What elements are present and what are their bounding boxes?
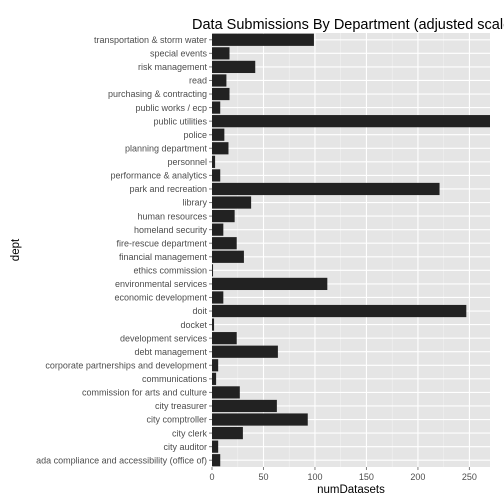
bar [212, 47, 230, 60]
bar [212, 155, 216, 168]
y-tick-label: public works / ecp [135, 103, 207, 113]
y-tick-label: transportation & storm water [94, 35, 207, 45]
bar [212, 291, 224, 304]
x-tick-label: 0 [209, 472, 214, 482]
bar [212, 250, 244, 263]
y-tick-label: ethics commission [133, 266, 207, 276]
y-tick-label: city auditor [163, 442, 207, 452]
bar [212, 426, 243, 440]
y-tick-label: communications [142, 374, 208, 384]
bar [212, 182, 440, 196]
x-tick-label: 200 [410, 472, 425, 482]
bar [212, 196, 252, 209]
y-tick-label: risk management [138, 62, 208, 72]
bar [212, 454, 221, 467]
bar [212, 440, 219, 453]
bar [212, 60, 256, 74]
y-tick-label: development services [120, 333, 208, 343]
bar [212, 304, 467, 318]
bar [212, 101, 221, 114]
y-tick-label: personnel [167, 157, 207, 167]
y-tick-label: police [183, 130, 207, 140]
bar [212, 264, 214, 277]
bar [212, 359, 219, 372]
bar [212, 237, 237, 250]
y-tick-label: fire-rescue department [116, 238, 207, 248]
y-tick-label: purchasing & contracting [108, 89, 207, 99]
bar [212, 386, 240, 399]
bar [212, 115, 490, 128]
y-tick-label: read [189, 76, 207, 86]
y-tick-label: commission for arts and culture [82, 388, 207, 398]
y-tick-label: city treasurer [155, 401, 207, 411]
bar [212, 332, 237, 345]
y-tick-label: homeland security [134, 225, 208, 235]
bar [212, 87, 230, 101]
y-tick-label: debt management [134, 347, 207, 357]
y-tick-label: ada compliance and accessibility (office… [36, 455, 207, 465]
y-tick-label: environmental services [115, 279, 208, 289]
y-tick-label: city clerk [172, 428, 208, 438]
y-axis-title: dept [10, 238, 22, 261]
bar [212, 318, 215, 331]
y-tick-label: docket [180, 320, 207, 330]
bar [212, 399, 277, 413]
bar [212, 209, 235, 223]
y-tick-label: library [182, 198, 207, 208]
bar [212, 128, 225, 141]
y-tick-label: planning department [125, 143, 208, 153]
bar [212, 277, 328, 291]
bars [212, 33, 490, 467]
bar [212, 223, 224, 236]
y-tick-label: economic development [114, 293, 207, 303]
y-tick-label: financial management [119, 252, 208, 262]
bar [212, 372, 217, 385]
bar [212, 413, 308, 426]
x-axis-title: numDatasets [317, 484, 385, 496]
y-tick-label: public utilities [153, 116, 207, 126]
bar [212, 74, 227, 87]
y-tick-label: doit [192, 306, 207, 316]
bar [212, 169, 221, 182]
bar [212, 142, 229, 155]
y-tick-label: human resources [137, 211, 207, 221]
y-tick-label: park and recreation [129, 184, 207, 194]
x-axis-ticks: 0 50 100 150 200 250 [209, 467, 477, 482]
y-tick-label: city comptroller [146, 415, 207, 425]
x-tick-label: 150 [359, 472, 374, 482]
chart-title: Data Submissions By Department (adjusted… [192, 17, 504, 33]
x-tick-label: 250 [462, 472, 477, 482]
x-tick-label: 50 [258, 472, 268, 482]
y-tick-label: corporate partnerships and development [45, 360, 207, 370]
bar [212, 33, 314, 46]
bar [212, 345, 278, 358]
y-axis-ticks: transportation & storm water special even… [36, 35, 212, 465]
x-tick-label: 100 [307, 472, 322, 482]
y-tick-label: special events [150, 49, 208, 59]
y-tick-label: performance & analytics [110, 171, 207, 181]
